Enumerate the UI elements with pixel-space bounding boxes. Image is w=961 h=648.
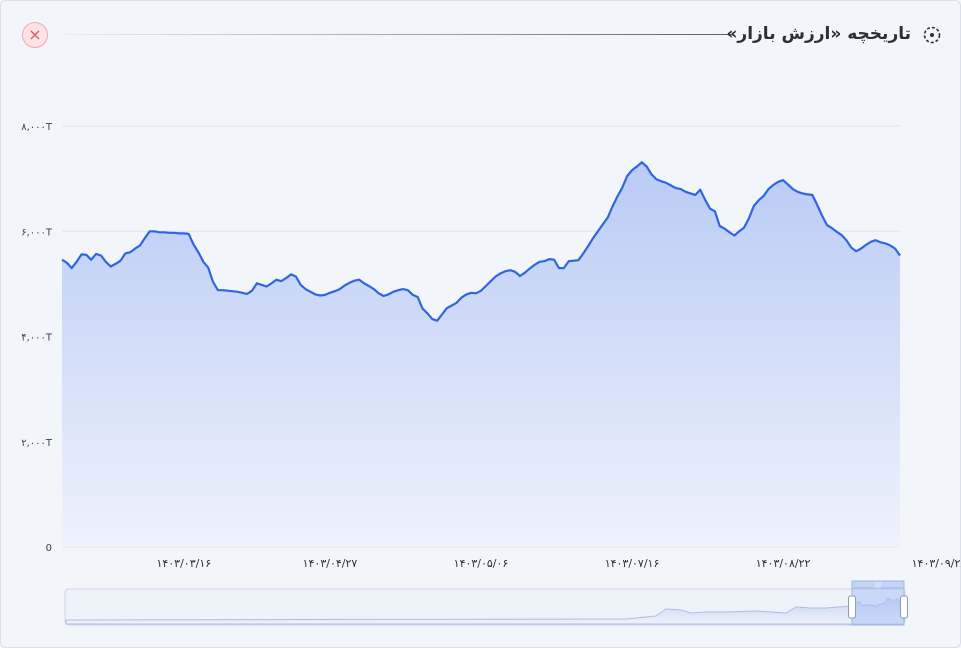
- navigator[interactable]: |||: [64, 580, 908, 626]
- y-tick-label: ۲,۰۰۰T: [21, 438, 53, 449]
- y-axis-ticks: 0 ۲,۰۰۰T ۴,۰۰۰T ۶,۰۰۰T ۸,۰۰۰T: [21, 122, 53, 554]
- navigator-handle-right[interactable]: [900, 595, 908, 619]
- series-line[interactable]: [61, 161, 901, 322]
- y-tick-label: ۴,۰۰۰T: [21, 333, 53, 344]
- navigator-grip-label: |||: [875, 582, 881, 589]
- close-icon: ×: [28, 25, 42, 44]
- x-tick-label: ۱۴۰۳/۰۴/۲۷: [303, 557, 358, 570]
- x-axis-ticks: ۱۴۰۳/۰۳/۱۶ ۱۴۰۳/۰۴/۲۷ ۱۴۰۳/۰۵/۰۶ ۱۴۰۳/۰۷/۱۶…: [156, 557, 961, 570]
- close-button[interactable]: ×: [22, 22, 48, 48]
- title-divider: [62, 34, 734, 35]
- x-tick-label: ۱۴۰۳/۰۳/۱۶: [156, 557, 211, 570]
- navigator-grip[interactable]: [851, 580, 905, 589]
- navigator-handle-left[interactable]: [848, 595, 857, 619]
- y-tick-label: ۸,۰۰۰T: [21, 122, 53, 133]
- target-icon: [923, 26, 941, 44]
- x-tick-label: ۱۴۰۳/۰۷/۱۶: [605, 557, 660, 570]
- dialog-title: تاریخچه «ارزش بازار»: [726, 24, 911, 44]
- y-tick-label: ۶,۰۰۰T: [21, 227, 53, 238]
- y-tick-label: 0: [46, 543, 52, 554]
- x-tick-label: ۱۴۰۳/۰۸/۲۲: [756, 557, 811, 570]
- x-tick-label: ۱۴۰۳/۰۹/۲۸: [912, 557, 961, 570]
- x-tick-label: ۱۴۰۳/۰۵/۰۶: [454, 557, 509, 570]
- area-fill: [62, 162, 900, 548]
